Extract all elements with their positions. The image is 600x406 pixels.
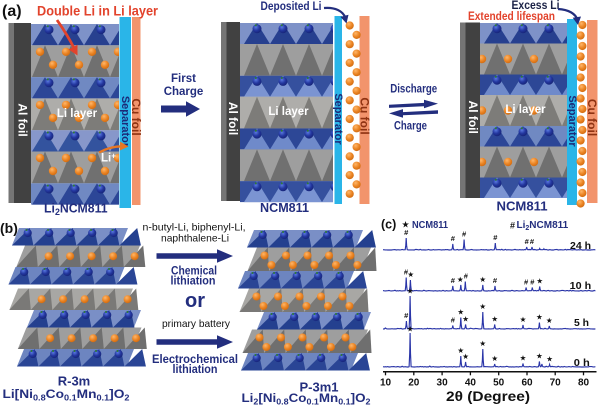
svg-text:Al foil: Al foil bbox=[466, 101, 480, 134]
svg-text:★: ★ bbox=[536, 352, 543, 361]
svg-text:★: ★ bbox=[462, 315, 469, 324]
svg-text:Double Li in Li layer: Double Li in Li layer bbox=[37, 3, 158, 19]
svg-text:Charge: Charge bbox=[394, 121, 427, 133]
svg-text:#: # bbox=[451, 276, 456, 285]
svg-text:Electrochemical: Electrochemical bbox=[152, 354, 238, 366]
svg-text:★: ★ bbox=[520, 354, 527, 363]
svg-text:#: # bbox=[462, 230, 467, 239]
svg-text:Li layer: Li layer bbox=[505, 104, 546, 116]
svg-text:#: # bbox=[524, 278, 529, 287]
svg-text:★: ★ bbox=[407, 270, 414, 279]
svg-text:80: 80 bbox=[578, 378, 590, 389]
svg-text:Excess Li: Excess Li bbox=[512, 0, 560, 12]
svg-text:(b): (b) bbox=[0, 220, 18, 236]
svg-text:#: # bbox=[510, 220, 515, 230]
svg-text:naphthalene-Li: naphthalene-Li bbox=[161, 233, 229, 245]
svg-text:Separator: Separator bbox=[566, 95, 578, 147]
svg-text:Separator: Separator bbox=[119, 96, 131, 148]
svg-text:#: # bbox=[525, 237, 530, 246]
svg-text:★: ★ bbox=[536, 313, 543, 322]
svg-text:First: First bbox=[171, 73, 196, 85]
svg-text:10 h: 10 h bbox=[570, 280, 592, 292]
svg-text:#: # bbox=[493, 233, 498, 242]
svg-text:★: ★ bbox=[457, 275, 464, 284]
svg-text:#: # bbox=[404, 268, 409, 277]
svg-text:40: 40 bbox=[465, 378, 477, 389]
svg-text:★: ★ bbox=[491, 315, 498, 324]
svg-text:primary battery: primary battery bbox=[162, 318, 231, 330]
svg-text:10: 10 bbox=[380, 378, 392, 389]
svg-text:(c): (c) bbox=[381, 218, 396, 232]
svg-text:NCM811: NCM811 bbox=[497, 200, 548, 214]
svg-text:Deposited Li: Deposited Li bbox=[261, 1, 322, 13]
svg-text:lithiation: lithiation bbox=[171, 276, 216, 288]
svg-text:5 h: 5 h bbox=[574, 317, 589, 329]
svg-text:#: # bbox=[404, 228, 409, 237]
svg-text:Al foil: Al foil bbox=[226, 102, 240, 135]
svg-text:★: ★ bbox=[536, 277, 543, 286]
svg-text:0 h: 0 h bbox=[574, 357, 590, 369]
svg-text:Al foil: Al foil bbox=[16, 103, 30, 136]
svg-text:Discharge: Discharge bbox=[390, 84, 437, 96]
svg-text:★: ★ bbox=[491, 354, 498, 363]
svg-text:#: # bbox=[530, 237, 535, 246]
svg-text:Li layer: Li layer bbox=[57, 108, 98, 120]
svg-text:★: ★ bbox=[520, 315, 527, 324]
svg-text:Cu foil: Cu foil bbox=[585, 99, 599, 136]
svg-text:Li2NCM811: Li2NCM811 bbox=[44, 201, 108, 217]
svg-text:(a): (a) bbox=[2, 3, 22, 20]
svg-text:★: ★ bbox=[546, 316, 553, 325]
svg-text:NCM811: NCM811 bbox=[412, 220, 448, 231]
svg-text:★: ★ bbox=[479, 339, 486, 348]
svg-text:#: # bbox=[451, 234, 456, 243]
svg-text:lithiation: lithiation bbox=[173, 364, 218, 376]
svg-text:Extended lifespan: Extended lifespan bbox=[468, 9, 555, 23]
svg-text:Separator: Separator bbox=[332, 93, 344, 145]
svg-text:NCM811: NCM811 bbox=[260, 201, 309, 215]
svg-text:#: # bbox=[530, 278, 535, 287]
svg-text:or: or bbox=[185, 290, 205, 312]
svg-text:★: ★ bbox=[457, 346, 464, 355]
svg-text:Cu foil: Cu foil bbox=[358, 97, 372, 134]
svg-text:2θ (Degree): 2θ (Degree) bbox=[446, 388, 530, 404]
svg-text:★: ★ bbox=[457, 308, 464, 317]
svg-text:★: ★ bbox=[462, 352, 469, 361]
svg-text:50: 50 bbox=[493, 378, 505, 389]
svg-text:60: 60 bbox=[521, 378, 533, 389]
svg-text:20: 20 bbox=[408, 378, 420, 389]
svg-text:★: ★ bbox=[407, 325, 414, 334]
svg-text:#: # bbox=[404, 311, 409, 320]
svg-text:#: # bbox=[493, 276, 498, 285]
svg-text:★: ★ bbox=[479, 275, 486, 284]
svg-text:24 h: 24 h bbox=[570, 240, 591, 252]
svg-text:Chemical: Chemical bbox=[171, 266, 217, 278]
svg-text:★: ★ bbox=[402, 220, 410, 230]
svg-text:Charge: Charge bbox=[164, 86, 204, 98]
svg-text:★: ★ bbox=[546, 355, 553, 364]
svg-text:Cu foil: Cu foil bbox=[129, 98, 143, 135]
svg-text:#: # bbox=[451, 316, 456, 325]
svg-text:70: 70 bbox=[550, 378, 562, 389]
svg-text:P-3m1: P-3m1 bbox=[299, 380, 338, 395]
svg-text:R-3m: R-3m bbox=[58, 374, 91, 389]
svg-text:#: # bbox=[464, 272, 469, 281]
svg-text:Li layer: Li layer bbox=[268, 106, 309, 118]
svg-text:30: 30 bbox=[437, 378, 449, 389]
svg-text:★: ★ bbox=[479, 302, 486, 311]
svg-text:n-butyl-Li, biphenyl-Li,: n-butyl-Li, biphenyl-Li, bbox=[143, 222, 246, 234]
svg-text:★: ★ bbox=[407, 287, 414, 296]
svg-text:Li2NCM811: Li2NCM811 bbox=[517, 220, 569, 232]
